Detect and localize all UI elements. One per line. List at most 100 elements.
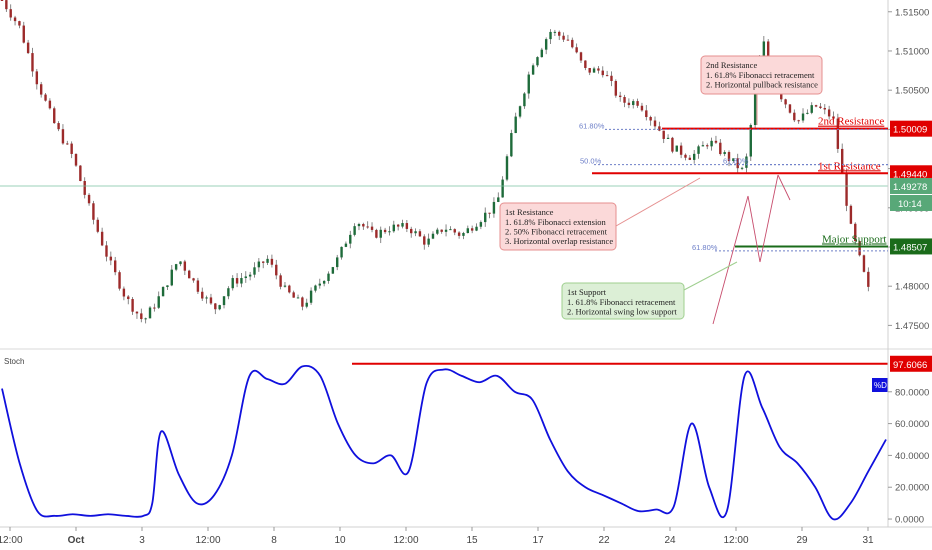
candle-body xyxy=(488,212,491,214)
candle-body xyxy=(701,145,705,147)
candle-body xyxy=(449,229,452,231)
countdown-label: 10:14 xyxy=(898,199,922,210)
callout-title: 1st Resistance xyxy=(505,207,554,217)
candle-body xyxy=(83,181,86,195)
candle-body xyxy=(388,231,391,233)
stoch-title: Stoch xyxy=(4,357,24,366)
candle-body xyxy=(379,229,382,238)
candle-body xyxy=(723,152,726,155)
candle-body xyxy=(679,145,683,155)
candle-body xyxy=(314,285,317,291)
price-tick-label: 1.50500 xyxy=(895,86,929,97)
candle-body xyxy=(858,241,861,256)
candle-body xyxy=(832,116,835,119)
candle-body xyxy=(692,153,696,160)
candle-body xyxy=(501,179,504,198)
callout-title: 1st Support xyxy=(567,287,607,297)
candle-body xyxy=(662,130,665,139)
candle-body xyxy=(854,223,857,242)
candle-body xyxy=(305,302,308,307)
callout-line: 1. 61.8% Fibonacci extension xyxy=(505,217,607,227)
candle-body xyxy=(340,246,343,258)
time-tick-label: 17 xyxy=(532,535,544,546)
time-tick-label: 31 xyxy=(862,535,874,546)
candle-body xyxy=(571,39,574,48)
time-tick-label: 12:00 xyxy=(723,535,748,546)
candle-body xyxy=(623,97,626,103)
candle-body xyxy=(396,224,400,227)
candle-body xyxy=(157,296,160,308)
time-tick-label: 12:00 xyxy=(393,535,418,546)
candle-body xyxy=(840,148,844,174)
candle-body xyxy=(566,39,570,41)
candle-body xyxy=(183,261,187,271)
candle-body xyxy=(836,118,840,149)
candle-body xyxy=(275,264,278,276)
price-tick-label: 1.51000 xyxy=(895,46,929,57)
price-pane xyxy=(0,0,888,324)
candle-body xyxy=(788,104,792,113)
countdown-tag xyxy=(890,194,932,211)
candle-body xyxy=(592,68,596,73)
candle-body xyxy=(618,95,622,98)
candle-body xyxy=(553,31,557,33)
candle-body xyxy=(479,222,483,227)
candle-body xyxy=(601,70,604,76)
candle-body xyxy=(196,280,200,292)
candle-body xyxy=(170,269,173,286)
candle-body xyxy=(127,296,130,300)
candle-body xyxy=(22,25,25,43)
candle-body xyxy=(727,152,731,162)
level-price-label: 1.48507 xyxy=(893,242,927,253)
candle-body xyxy=(222,296,226,306)
candle-body xyxy=(544,39,548,50)
candle-body xyxy=(288,285,291,293)
candle-body xyxy=(18,21,21,26)
candle-body xyxy=(575,47,578,53)
candle-body xyxy=(806,112,809,114)
stoch-d-badge-label: %D xyxy=(874,381,887,390)
candle-body xyxy=(231,278,234,289)
candle-body xyxy=(336,257,339,268)
candle-body xyxy=(632,101,635,106)
callout-line: 3. Horizontal overlap resistance xyxy=(505,236,613,246)
level-title: 2nd Resistance xyxy=(818,116,884,128)
candle-body xyxy=(801,113,805,121)
candle-body xyxy=(270,258,274,265)
candle-body xyxy=(257,261,261,268)
candle-body xyxy=(92,203,95,220)
candle-body xyxy=(584,60,587,68)
candle-body xyxy=(35,71,39,85)
candle-body xyxy=(462,232,465,236)
candle-body xyxy=(109,256,113,261)
callout-line: 2. Horizontal swing low support xyxy=(567,307,677,317)
callout-pointer xyxy=(683,261,738,291)
candle-body xyxy=(706,145,709,147)
candle-body xyxy=(740,167,744,169)
candle-body xyxy=(475,226,478,231)
time-tick-label: 29 xyxy=(796,535,808,546)
time-tick-label: 12:00 xyxy=(0,535,23,546)
candle-body xyxy=(749,125,752,157)
candle-body xyxy=(174,264,178,270)
callout-box xyxy=(499,202,617,251)
candle-body xyxy=(410,228,413,234)
candle-body xyxy=(418,231,422,237)
candle-body xyxy=(240,278,243,284)
candle-body xyxy=(161,287,165,297)
candle-body xyxy=(653,120,657,127)
projection-line xyxy=(712,195,749,325)
stoch-tick-label: 60.0000 xyxy=(895,419,929,430)
current-price-label: 1.49278 xyxy=(893,182,927,193)
candle-body xyxy=(579,52,583,61)
candle-body xyxy=(244,276,247,279)
candle-body xyxy=(845,173,848,206)
candle-body xyxy=(144,318,147,320)
candle-body xyxy=(436,229,439,234)
candle-body xyxy=(322,280,326,284)
candle-body xyxy=(118,272,121,289)
candle-body xyxy=(862,255,866,272)
candle-body xyxy=(431,233,435,239)
